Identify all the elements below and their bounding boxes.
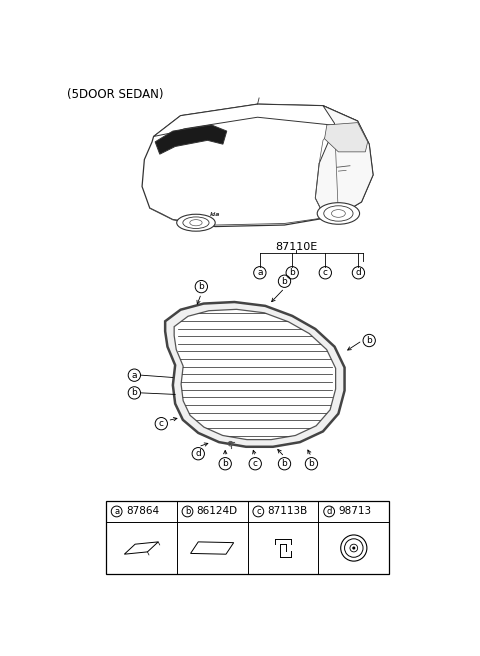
Text: b: b	[185, 507, 190, 516]
Polygon shape	[154, 104, 358, 136]
Text: 98713: 98713	[338, 506, 372, 516]
Text: d: d	[356, 268, 361, 277]
Ellipse shape	[317, 203, 360, 224]
Text: b: b	[282, 459, 288, 468]
Text: d: d	[195, 449, 201, 458]
Polygon shape	[324, 123, 368, 152]
Text: a: a	[114, 507, 119, 516]
Text: 86124D: 86124D	[197, 506, 238, 516]
Text: a: a	[257, 268, 263, 277]
Bar	[106, 501, 389, 574]
Text: (5DOOR SEDAN): (5DOOR SEDAN)	[67, 88, 164, 101]
Text: b: b	[309, 459, 314, 468]
Text: c: c	[323, 268, 328, 277]
Text: b: b	[366, 336, 372, 345]
Text: c: c	[159, 419, 164, 428]
Ellipse shape	[177, 215, 215, 231]
Text: b: b	[198, 282, 204, 291]
Polygon shape	[155, 125, 227, 154]
Text: c: c	[256, 507, 261, 516]
Circle shape	[352, 546, 355, 550]
Text: c: c	[253, 459, 258, 468]
Text: d: d	[326, 507, 332, 516]
Text: 87113B: 87113B	[267, 506, 308, 516]
Text: b: b	[289, 268, 295, 277]
Text: 87110E: 87110E	[275, 241, 317, 252]
Text: b: b	[282, 277, 288, 286]
Text: b: b	[132, 388, 137, 398]
Text: b: b	[222, 459, 228, 468]
Text: kia: kia	[210, 212, 220, 216]
Polygon shape	[174, 310, 336, 440]
Text: 87864: 87864	[126, 506, 159, 516]
Text: a: a	[132, 371, 137, 380]
Polygon shape	[315, 106, 373, 216]
Polygon shape	[165, 302, 345, 447]
